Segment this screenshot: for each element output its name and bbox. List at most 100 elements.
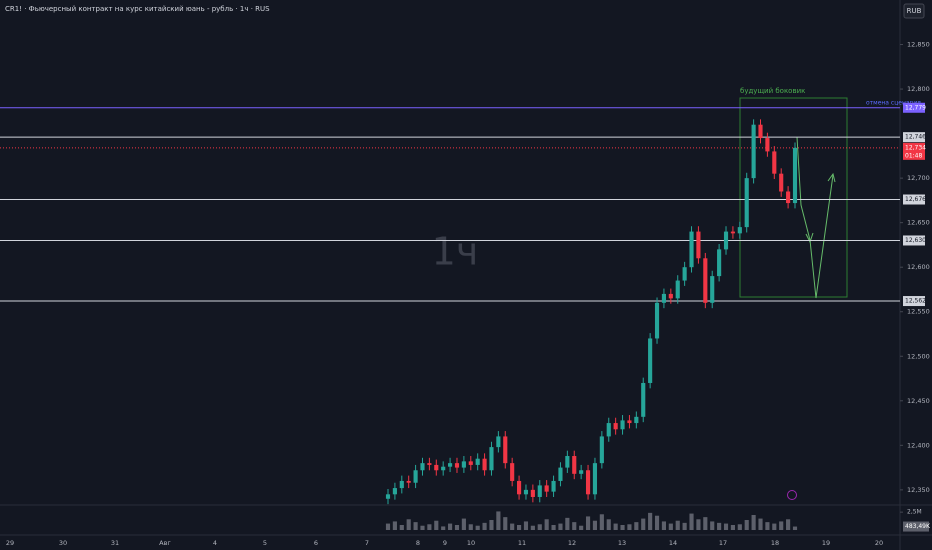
candle-body [737, 227, 742, 234]
candle-body [392, 488, 397, 495]
volume-bar [489, 520, 494, 530]
y-tick-label: 12,600 [907, 263, 930, 271]
volume-bar [516, 525, 522, 530]
volume-bar [668, 523, 673, 530]
volume-bar [744, 520, 749, 530]
level-tag-label: 12,746 [905, 134, 926, 141]
volume-bar [641, 518, 646, 530]
x-tick-label: 5 [263, 539, 267, 547]
chart-title: CR1! · Фьючерсный контракт на курс китай… [5, 5, 270, 13]
candle-body [558, 467, 563, 481]
x-tick-label: 18 [771, 539, 779, 547]
candle-body [385, 494, 391, 499]
level-tag [903, 235, 925, 246]
volume-bar [710, 521, 715, 530]
candle-body [661, 293, 667, 303]
volume-bar [772, 523, 777, 530]
volume-bar [765, 522, 770, 530]
volume-bar [606, 519, 611, 530]
candle-body [475, 458, 480, 465]
volume-bar [572, 522, 577, 530]
volume-bar [730, 525, 735, 530]
volume-bar [406, 519, 411, 530]
volume-bar [599, 514, 604, 530]
event-icon[interactable] [787, 490, 797, 500]
x-tick-label: Авг [159, 539, 171, 547]
candle-body [482, 458, 487, 471]
candle-body [496, 436, 501, 448]
volume-bar [420, 525, 425, 530]
volume-bar [703, 517, 708, 530]
candle-body [441, 466, 446, 471]
range-box [739, 97, 848, 298]
watermark: 1ч [432, 230, 479, 274]
candle-body [682, 267, 687, 281]
candle-body [413, 470, 418, 483]
last-price-tag [903, 142, 925, 160]
x-tick-label: 14 [669, 539, 677, 547]
candle-body [592, 463, 598, 495]
candle-body [434, 464, 439, 471]
candle-body [613, 423, 618, 430]
level-tag-label: 12,779 [905, 104, 926, 111]
candle-body [758, 124, 763, 139]
candle-body [606, 423, 611, 437]
volume-bar [579, 525, 584, 530]
currency-box[interactable] [903, 3, 925, 19]
volume-bar [454, 525, 460, 530]
x-tick-label: 11 [518, 539, 526, 547]
x-tick-label: 6 [314, 539, 318, 547]
volume-bar [558, 523, 563, 530]
volume-tick-label: 2,5M [907, 509, 922, 516]
volume-bar [627, 524, 632, 530]
candle-body [696, 231, 701, 259]
candle-body [523, 489, 529, 495]
volume-bar [427, 524, 432, 530]
y-tick-label: 12,450 [907, 397, 930, 405]
volume-bar [682, 522, 687, 530]
volume-bar [689, 513, 694, 530]
volume-bar [523, 521, 529, 530]
currency[interactable]: RUB [907, 7, 922, 15]
candle-body [627, 420, 632, 424]
volume-bar [530, 525, 535, 530]
candle-body [579, 470, 584, 474]
candle-body [530, 489, 535, 497]
level-tag [903, 132, 925, 143]
volume-bar [434, 520, 439, 530]
volume-bar [661, 521, 667, 530]
level-tag-label: 12,676 [905, 196, 926, 203]
volume-bar [475, 525, 480, 530]
volume-bar [399, 525, 404, 530]
countdown: 01:48 [905, 152, 922, 159]
y-tick-label: 12,650 [907, 219, 930, 227]
y-tick-label: 12,550 [907, 308, 930, 316]
volume-bar [613, 523, 618, 530]
candle-body [551, 480, 556, 492]
candle-body [792, 147, 798, 204]
candle-body [744, 178, 749, 228]
level-tag [903, 194, 925, 205]
volume-bar [620, 525, 625, 530]
volume-bar [723, 523, 729, 530]
volume-tag [903, 521, 929, 532]
volume-bar [510, 523, 515, 530]
volume-bar [448, 523, 453, 530]
x-tick-label: 19 [822, 539, 830, 547]
x-tick-label: 4 [213, 539, 217, 547]
level-tag [903, 296, 925, 307]
x-tick-label: 30 [59, 539, 67, 547]
candle-body [717, 249, 722, 277]
x-tick-label: 10 [467, 539, 475, 547]
volume-bar [503, 517, 508, 530]
last-price-label: 12,734 [905, 144, 926, 151]
candle-body [730, 231, 735, 234]
candle-body [654, 302, 660, 339]
volume-bar [585, 516, 591, 530]
x-tick-label: 9 [443, 539, 447, 547]
volume-bar [496, 511, 501, 530]
y-tick-label: 12,350 [907, 486, 930, 494]
volume-bar [392, 521, 397, 530]
